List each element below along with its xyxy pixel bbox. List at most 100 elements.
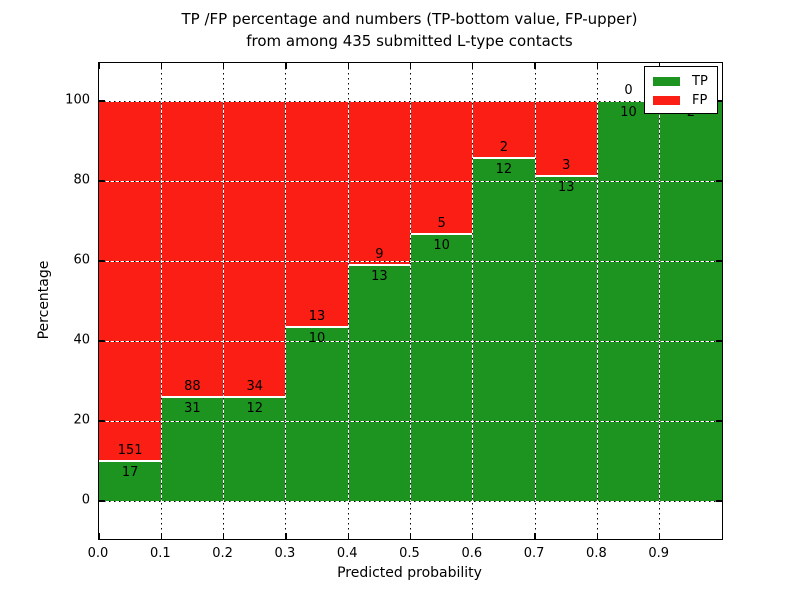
- y-tick-label: 80: [73, 172, 90, 188]
- tp-bar-segment: [597, 101, 660, 501]
- horizontal-gridline: [99, 340, 722, 342]
- tp-count-label: 12: [495, 162, 513, 178]
- legend-entry-fp: FP: [653, 91, 717, 110]
- x-tick-mark: [534, 63, 536, 69]
- x-tick-mark: [472, 533, 474, 539]
- plot-area: 1511788313412131091351021231301002: [98, 62, 723, 540]
- fp-count-label: 151: [117, 442, 143, 458]
- horizontal-gridline: [99, 180, 722, 182]
- y-tick-label: 100: [65, 92, 90, 108]
- x-tick-label: 0.4: [336, 546, 358, 561]
- horizontal-gridline: [99, 260, 722, 262]
- y-tick-label: 0: [81, 492, 90, 508]
- vertical-gridline: [223, 63, 225, 539]
- tp-bar-segment: [161, 396, 224, 501]
- bar-separator: [472, 157, 536, 160]
- fp-count-label: 34: [246, 378, 264, 394]
- tp-count-label: 31: [184, 400, 201, 416]
- x-tick-mark: [347, 63, 349, 69]
- x-tick-label: 0.2: [212, 546, 233, 561]
- fp-count-label: 9: [375, 246, 384, 262]
- bar-separator: [535, 175, 598, 177]
- x-tick-mark: [409, 63, 412, 69]
- x-tick-mark: [285, 533, 287, 539]
- y-tick-mark: [99, 260, 105, 262]
- tp-bar-segment: [348, 264, 411, 501]
- y-axis-label: Percentage: [36, 260, 52, 340]
- fp-count-label: 88: [184, 378, 201, 394]
- x-axis-label: Predicted probability: [337, 565, 482, 581]
- x-tick-mark: [409, 533, 412, 539]
- fp-bar-segment: [285, 101, 349, 328]
- y-tick-mark: [716, 100, 722, 102]
- vertical-gridline: [596, 63, 598, 539]
- tp-count-label: 17: [121, 464, 139, 480]
- y-tick-label: 20: [73, 412, 90, 428]
- bar-separator: [223, 395, 286, 398]
- chart-title-line2: from among 435 submitted L-type contacts: [246, 32, 573, 50]
- x-tick-mark: [222, 63, 225, 69]
- bar-separator: [348, 263, 411, 266]
- y-tick-mark: [99, 420, 105, 422]
- tp-bar-segment: [535, 176, 598, 501]
- y-tick-mark: [99, 340, 105, 342]
- y-tick-mark: [99, 180, 105, 182]
- tp-legend-label: TP: [692, 74, 708, 89]
- y-tick-label: 40: [73, 332, 90, 348]
- x-tick-label: 0.1: [149, 546, 171, 561]
- vertical-gridline: [347, 63, 349, 539]
- y-tick-mark: [716, 180, 722, 182]
- tp-bar-segment: [285, 327, 349, 501]
- fp-legend-swatch: [653, 96, 680, 105]
- y-tick-mark: [99, 100, 105, 102]
- fp-count-label: 3: [562, 158, 571, 173]
- tp-legend-swatch: [653, 77, 680, 86]
- x-tick-mark: [596, 63, 599, 69]
- x-tick-label: 0.9: [648, 546, 670, 561]
- tp-count-label: 10: [308, 331, 326, 347]
- chart-title-line1: TP /FP percentage and numbers (TP-bottom…: [181, 10, 638, 28]
- vertical-gridline: [285, 63, 287, 539]
- tp-count-label: 13: [371, 268, 388, 284]
- chart-title: TP /FP percentage and numbers (TP-bottom…: [98, 8, 721, 52]
- x-tick-mark: [160, 63, 162, 69]
- x-tick-mark: [472, 63, 474, 69]
- x-tick-label: 0.8: [586, 546, 607, 561]
- tp-bar-segment: [472, 158, 536, 501]
- y-tick-mark: [716, 500, 722, 502]
- x-tick-mark: [534, 533, 536, 539]
- tp-count-label: 13: [557, 180, 575, 195]
- x-tick-label: 0.7: [523, 546, 545, 561]
- x-tick-label: 0.3: [274, 546, 296, 561]
- tp-bar-segment: [659, 101, 722, 501]
- x-tick-mark: [285, 63, 287, 69]
- tp-count-label: 10: [433, 238, 450, 254]
- x-tick-mark: [98, 63, 100, 69]
- y-tick-mark: [716, 420, 722, 422]
- horizontal-gridline: [99, 420, 722, 422]
- fp-bar-segment: [99, 101, 162, 461]
- legend-entry-tp: TP: [653, 72, 717, 91]
- legend: TP FP: [644, 66, 718, 114]
- y-tick-mark: [716, 260, 722, 262]
- x-tick-mark: [347, 533, 349, 539]
- bar-separator: [285, 326, 349, 329]
- fp-count-label: 2: [499, 140, 509, 156]
- x-tick-label: 0.5: [399, 546, 420, 561]
- bar-separator: [99, 459, 162, 462]
- horizontal-gridline: [99, 500, 722, 502]
- fp-legend-label: FP: [692, 93, 708, 108]
- tp-bar-segment: [223, 396, 286, 501]
- fp-bar-segment: [223, 101, 286, 397]
- vertical-gridline: [160, 63, 162, 539]
- y-tick-mark: [99, 500, 105, 502]
- vertical-gridline: [472, 63, 474, 539]
- vertical-gridline: [534, 63, 536, 539]
- tp-count-label: 12: [246, 400, 264, 416]
- x-tick-mark: [659, 533, 661, 539]
- fp-count-label: 13: [308, 309, 326, 325]
- fp-bar-segment: [535, 101, 598, 176]
- tp-bar-segment: [99, 460, 162, 501]
- fp-bar-segment: [348, 101, 411, 265]
